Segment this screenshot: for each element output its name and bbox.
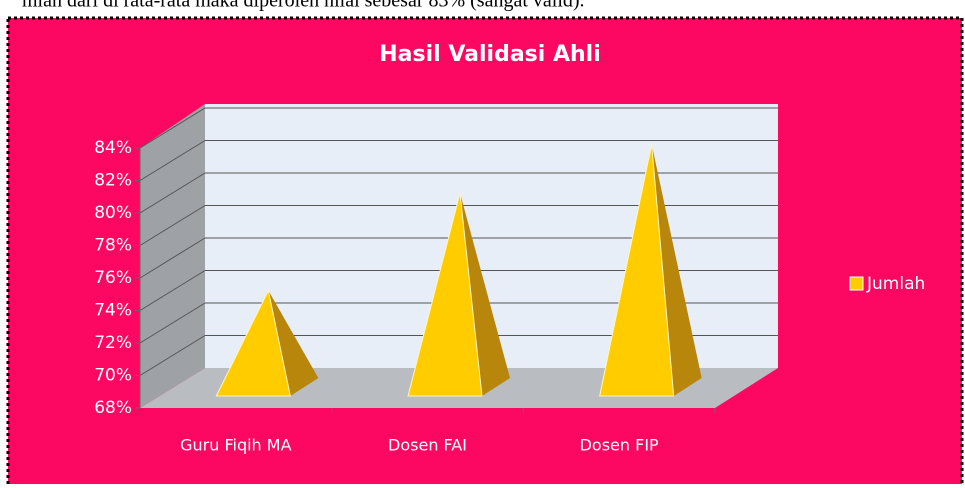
pyramid	[215, 288, 291, 397]
chart-title: Hasil Validasi Ahli	[379, 42, 601, 67]
side-wall	[140, 104, 205, 408]
x-tick-label: Guru Fiqih MA	[180, 436, 291, 455]
y-tick-label: 78%	[94, 236, 132, 256]
y-tick-label: 74%	[94, 301, 132, 321]
grid-line	[139, 302, 206, 344]
y-tick-label: 82%	[94, 171, 132, 191]
y-tick-label: 68%	[94, 398, 132, 418]
pyramid	[407, 192, 483, 397]
pyramid	[599, 144, 675, 397]
grid-line	[139, 270, 206, 311]
pyramid-side	[460, 193, 510, 396]
legend-swatch	[849, 276, 864, 291]
grid-line	[139, 237, 206, 279]
document-text: mlah dari di rata-rata maka diperoleh ni…	[22, 0, 585, 12]
grid-line	[139, 335, 206, 376]
y-tick-label: 70%	[94, 366, 132, 386]
y-tick-label: 84%	[94, 138, 132, 158]
pyramid-side	[268, 290, 319, 396]
grid-line	[139, 172, 206, 214]
y-tick-label: 72%	[94, 333, 132, 353]
x-tick-label: Dosen FAI	[388, 436, 467, 455]
grid-line	[139, 205, 206, 246]
pyramid-side	[651, 144, 702, 396]
x-tick-label: Dosen FIP	[580, 436, 659, 455]
grid-line	[139, 140, 206, 181]
legend-label: Jumlah	[866, 274, 925, 294]
grid-line	[139, 107, 206, 149]
y-tick-label: 80%	[94, 203, 132, 223]
y-tick-label: 76%	[94, 268, 132, 288]
